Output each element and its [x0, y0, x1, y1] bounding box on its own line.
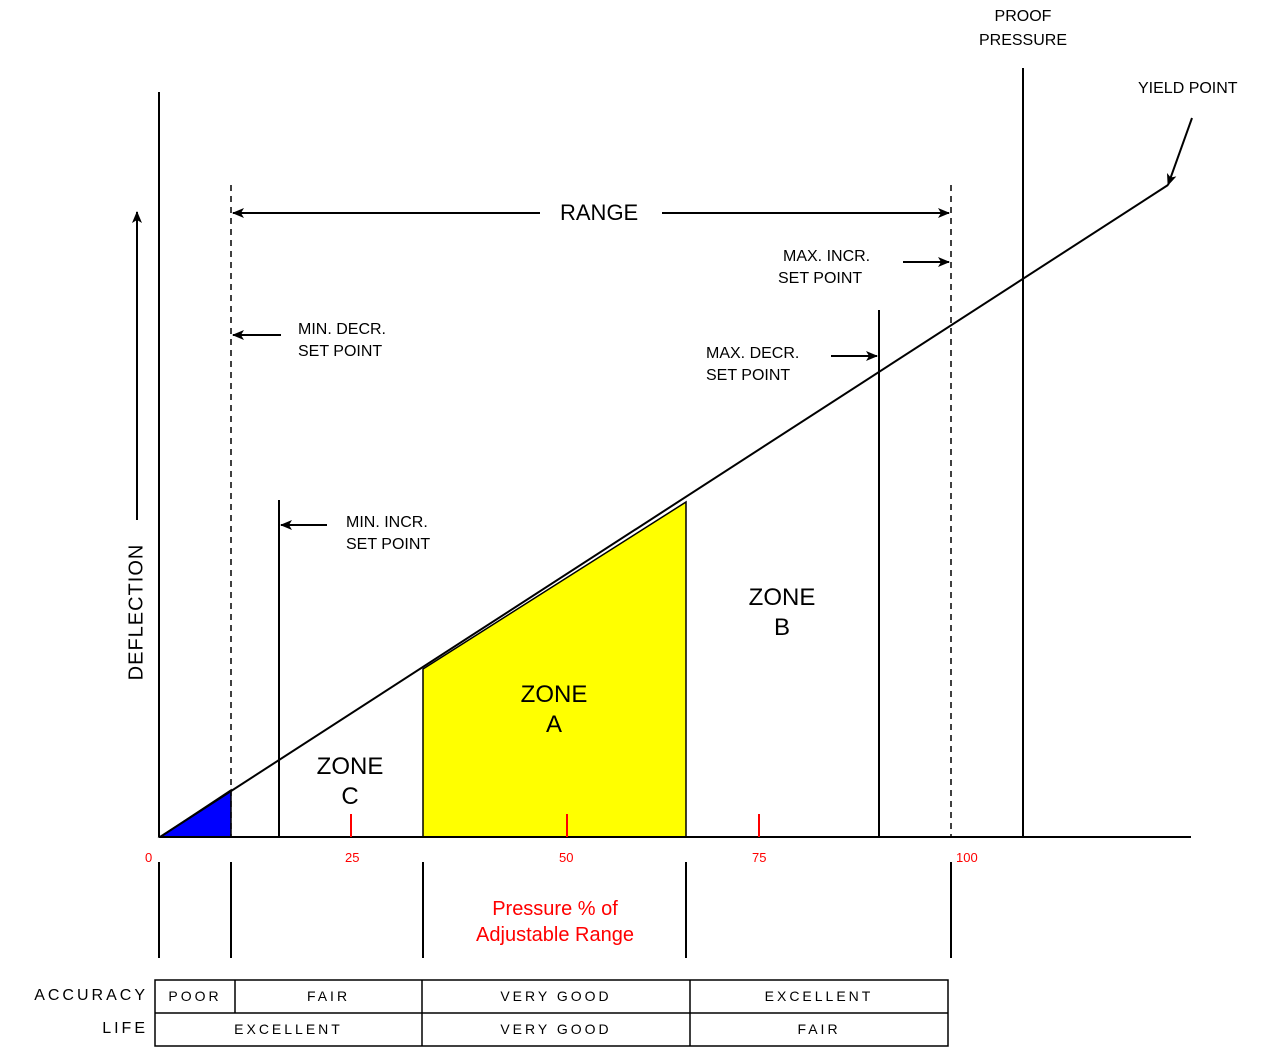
zone-c-label-2: C — [341, 783, 359, 810]
zone-a-label-1: ZONE — [520, 681, 588, 708]
max-incr-label-2: SET POINT — [778, 270, 863, 287]
min-decr-label-2: SET POINT — [298, 343, 383, 360]
x-axis-title-line1: Pressure % of — [492, 898, 618, 920]
zone-b-label-2: B — [773, 614, 790, 641]
life-cell-very-good: VERY GOOD — [500, 1021, 612, 1037]
tick-label-25: 25 — [345, 850, 360, 865]
tick-label-50: 50 — [559, 850, 574, 865]
tick-label-100: 100 — [956, 850, 978, 865]
life-cell-excellent: EXCELLENT — [234, 1021, 343, 1037]
y-axis-label: DEFLECTION — [125, 543, 148, 681]
min-incr-label-2: SET POINT — [346, 536, 431, 553]
max-decr-label-2: SET POINT — [706, 367, 791, 384]
deflection-line — [159, 184, 1169, 838]
x-axis-title-line2: Adjustable Range — [476, 924, 634, 946]
zone-b-label-1: ZONE — [748, 584, 816, 611]
proof-pressure-label-1: PROOF — [994, 8, 1052, 25]
accuracy-cell-fair: FAIR — [306, 988, 351, 1004]
zone-a-fill — [422, 500, 687, 838]
zone-a-label-2: A — [545, 711, 562, 738]
accuracy-cell-very-good: VERY GOOD — [500, 988, 612, 1004]
min-decr-label-1: MIN. DECR. — [298, 321, 386, 338]
tick-label-0: 0 — [145, 850, 153, 865]
life-row-label: LIFE — [102, 1020, 148, 1037]
yield-point-label: YIELD POINT — [1138, 80, 1238, 97]
range-label: RANGE — [560, 200, 639, 225]
proof-pressure-label-2: PRESSURE — [978, 32, 1068, 49]
accuracy-cell-excellent: EXCELLENT — [764, 988, 874, 1004]
life-cell-fair: FAIR — [797, 1021, 841, 1037]
accuracy-row-label: ACCURACY — [34, 987, 148, 1004]
accuracy-cell-poor: POOR — [168, 988, 222, 1004]
x-axis-title: Pressure % of Adjustable Range — [420, 896, 690, 948]
min-incr-label-1: MIN. INCR. — [346, 514, 428, 531]
yield-point-arrow — [1167, 117, 1193, 186]
max-incr-label-1: MAX. INCR. — [783, 248, 871, 265]
zone-c-label-1: ZONE — [316, 753, 384, 780]
max-decr-label-1: MAX. DECR. — [706, 345, 800, 362]
tick-label-75: 75 — [752, 850, 767, 865]
